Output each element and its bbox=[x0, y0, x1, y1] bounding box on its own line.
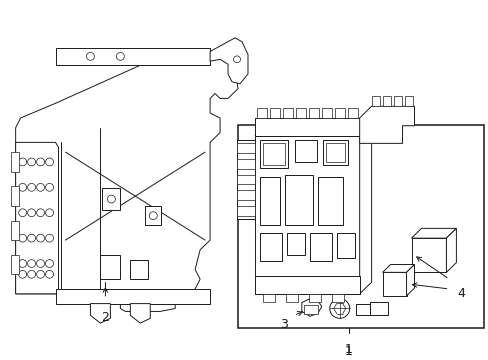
Bar bbox=[382, 96, 390, 106]
Polygon shape bbox=[90, 303, 110, 323]
Polygon shape bbox=[16, 143, 59, 294]
Bar bbox=[309, 233, 331, 261]
Bar bbox=[283, 108, 292, 118]
Bar bbox=[285, 294, 297, 302]
Polygon shape bbox=[130, 303, 150, 323]
Text: 1: 1 bbox=[344, 343, 352, 356]
Text: 1: 1 bbox=[344, 345, 352, 357]
Bar bbox=[263, 294, 274, 302]
Text: 3: 3 bbox=[279, 318, 287, 331]
Bar bbox=[260, 233, 281, 261]
Bar bbox=[317, 177, 342, 225]
Bar bbox=[263, 143, 285, 165]
Bar bbox=[294, 140, 316, 162]
Bar bbox=[303, 305, 317, 314]
Text: 4: 4 bbox=[456, 287, 464, 300]
Bar bbox=[334, 108, 344, 118]
Bar bbox=[371, 96, 379, 106]
Bar bbox=[11, 221, 19, 240]
Polygon shape bbox=[359, 124, 371, 294]
Bar bbox=[130, 260, 148, 279]
Bar bbox=[369, 302, 387, 315]
Polygon shape bbox=[411, 228, 455, 238]
Bar bbox=[393, 96, 401, 106]
Bar bbox=[254, 276, 359, 294]
Bar bbox=[256, 108, 266, 118]
Polygon shape bbox=[382, 272, 406, 296]
Polygon shape bbox=[382, 265, 414, 272]
Bar bbox=[269, 108, 279, 118]
Bar bbox=[11, 186, 19, 206]
Bar bbox=[355, 303, 369, 315]
Polygon shape bbox=[446, 228, 455, 272]
Polygon shape bbox=[16, 50, 238, 311]
Bar bbox=[254, 118, 359, 136]
Bar bbox=[11, 152, 19, 172]
Bar bbox=[331, 294, 343, 302]
Text: 2: 2 bbox=[101, 311, 109, 324]
Bar bbox=[321, 108, 331, 118]
Bar bbox=[102, 188, 120, 210]
Bar bbox=[56, 289, 210, 303]
Polygon shape bbox=[237, 140, 254, 219]
Bar bbox=[404, 96, 412, 106]
Polygon shape bbox=[254, 124, 371, 136]
Polygon shape bbox=[210, 38, 247, 84]
Bar bbox=[260, 140, 287, 168]
Bar bbox=[260, 177, 279, 225]
Bar bbox=[285, 175, 312, 225]
Bar bbox=[237, 143, 254, 153]
Bar bbox=[308, 108, 318, 118]
Bar bbox=[100, 255, 120, 279]
Polygon shape bbox=[411, 238, 446, 272]
Bar bbox=[237, 159, 254, 169]
Bar bbox=[238, 125, 483, 328]
Bar bbox=[322, 140, 347, 165]
Bar bbox=[11, 255, 19, 274]
Bar bbox=[308, 294, 320, 302]
Polygon shape bbox=[406, 265, 414, 296]
Polygon shape bbox=[359, 106, 414, 143]
Bar bbox=[237, 175, 254, 184]
Bar bbox=[286, 233, 304, 255]
Bar bbox=[237, 190, 254, 200]
Bar bbox=[347, 108, 357, 118]
Bar bbox=[56, 48, 210, 65]
Bar bbox=[237, 206, 254, 216]
Polygon shape bbox=[301, 299, 321, 316]
Bar bbox=[336, 233, 354, 258]
Bar bbox=[254, 136, 359, 294]
Bar bbox=[295, 108, 305, 118]
Bar bbox=[145, 206, 161, 225]
Bar bbox=[325, 143, 344, 162]
